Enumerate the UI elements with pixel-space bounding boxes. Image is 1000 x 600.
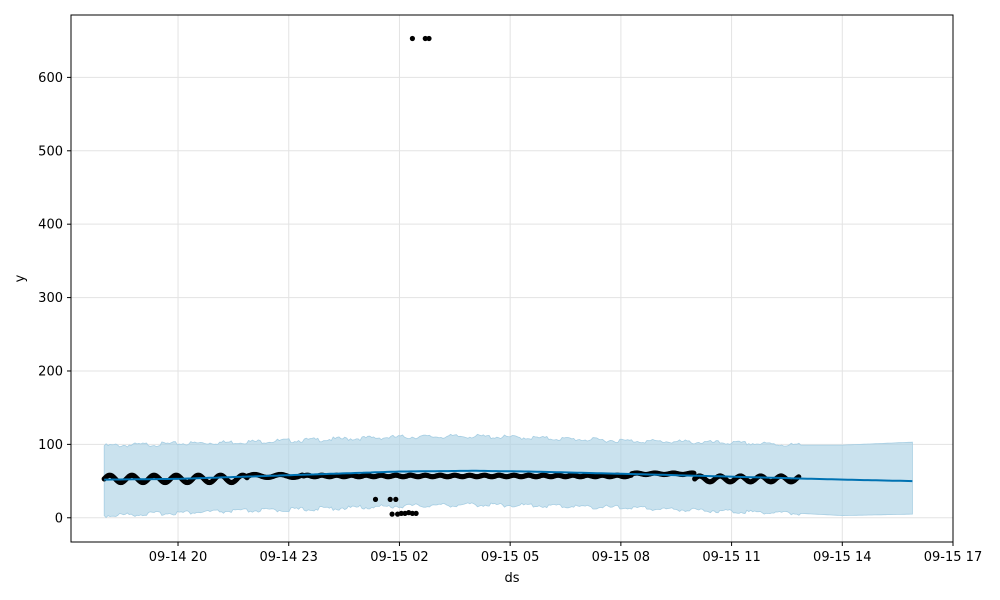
y-axis-ticks: 0 100 200 300 400 500 600 — [38, 71, 71, 526]
y-tick-label: 0 — [55, 511, 63, 526]
observed-outlier-point — [372, 496, 379, 502]
x-tick-label: 09-15 17 — [924, 550, 982, 565]
y-tick-label: 500 — [38, 144, 63, 159]
observed-outlier-point — [389, 511, 395, 517]
y-tick-label: 300 — [38, 291, 63, 306]
observed-outlier-point — [387, 496, 393, 502]
y-tick-label: 600 — [38, 71, 63, 86]
y-tick-label: 100 — [38, 438, 63, 453]
x-tick-label: 09-15 08 — [592, 550, 650, 565]
y-axis-label: y — [13, 274, 28, 282]
x-axis-label: ds — [504, 571, 519, 586]
forecast-line — [104, 469, 913, 483]
x-tick-label: 09-15 02 — [370, 550, 428, 565]
observed-points — [101, 35, 802, 517]
observed-point — [691, 470, 697, 476]
x-tick-label: 09-14 20 — [149, 550, 207, 565]
observed-outlier-point — [422, 35, 428, 42]
x-tick-label: 09-15 14 — [813, 550, 871, 565]
y-tick-label: 400 — [38, 218, 63, 233]
x-tick-label: 09-15 11 — [702, 550, 760, 565]
observed-outlier-point — [409, 35, 415, 42]
y-tick-label: 200 — [38, 364, 63, 379]
observed-outlier-point — [393, 496, 399, 502]
forecast-line-group — [104, 469, 913, 483]
observed-outlier-point — [398, 510, 404, 516]
x-tick-label: 09-14 23 — [260, 550, 318, 565]
observed-outlier-point — [413, 510, 419, 516]
x-tick-label: 09-15 05 — [481, 550, 539, 565]
observed-outlier-point — [409, 510, 415, 516]
observed-outlier-point — [426, 35, 432, 42]
grid-lines — [71, 15, 954, 542]
plot-frame — [70, 14, 954, 543]
x-axis-ticks: 09-14 20 09-14 23 09-15 02 09-15 05 09-15 08… — [149, 542, 982, 565]
